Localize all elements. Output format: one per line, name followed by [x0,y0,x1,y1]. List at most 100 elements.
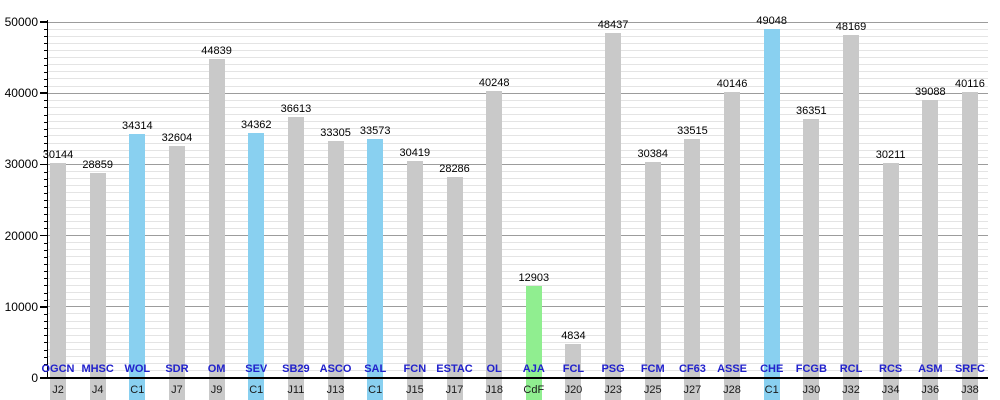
y-minor-gridline [48,85,988,87]
y-minor-gridline [48,71,988,73]
y-axis-tick-label: 50000 [4,15,38,29]
y-major-gridline [48,306,988,308]
team-code-label: SB29 [282,363,310,375]
y-axis-minor-tick [44,356,48,358]
match-code-label: J11 [287,384,305,396]
bar [50,163,66,400]
team-code-label: ASSE [717,363,748,375]
y-axis-major-tick [40,377,48,379]
bar [724,92,741,400]
y-minor-gridline [48,135,988,137]
bar [129,133,146,400]
y-minor-gridline [48,242,988,244]
bar [406,161,423,400]
match-code-label: J36 [921,384,940,396]
bar [803,119,820,400]
y-axis-major-tick [40,306,48,308]
y-minor-gridline [48,220,988,222]
team-code-label: SRFC [954,363,985,375]
y-axis-minor-tick [44,349,48,351]
team-code-label: WOL [124,363,151,375]
y-axis-tick-label: 40000 [4,86,38,101]
y-minor-gridline [48,78,988,80]
y-minor-gridline [48,121,988,123]
y-minor-gridline [48,370,988,372]
y-axis-minor-tick [44,50,48,52]
bar-value-label: 48169 [835,21,867,34]
bar [763,28,780,400]
y-axis-minor-tick [44,128,48,130]
bar [644,161,661,400]
bar [684,139,701,400]
y-minor-gridline [48,227,988,229]
bar [486,91,503,400]
bar-value-label: 30144 [42,149,74,162]
y-axis-minor-tick [44,256,48,258]
y-axis-minor-tick [44,107,48,109]
y-axis-minor-tick [44,100,48,102]
y-axis-minor-tick [44,192,48,194]
y-axis-minor-tick [44,121,48,123]
y-axis-minor-tick [44,278,48,280]
bar [287,117,304,400]
bar-value-label: 30211 [875,148,906,161]
team-code-label: FCGB [795,363,827,375]
y-axis-major-tick [40,21,48,23]
match-code-label: J34 [881,384,900,396]
y-axis-minor-tick [44,86,48,88]
y-axis-minor-tick [44,78,48,80]
team-code-label: AJA [522,363,545,375]
y-axis-minor-tick [44,321,48,323]
y-axis-major-tick [40,163,48,166]
bar-value-label: 33573 [359,124,391,137]
y-axis-major-tick [40,234,48,237]
y-minor-gridline [48,185,988,187]
y-axis-minor-tick [44,285,48,287]
y-minor-gridline [48,99,988,101]
y-axis-minor-tick [44,185,48,187]
y-axis-line [46,20,48,379]
y-axis-minor-tick [44,363,48,365]
y-minor-gridline [48,320,988,322]
team-code-label: CF63 [678,363,706,375]
team-code-label: OL [486,363,502,375]
bar-value-label: 34314 [122,119,153,132]
bar-value-label: 32604 [161,131,193,144]
y-minor-gridline [48,249,988,251]
y-minor-gridline [48,199,988,201]
y-minor-gridline [48,256,988,258]
y-minor-gridline [48,114,988,116]
bar [882,162,899,400]
y-axis-minor-tick [44,57,48,59]
match-code-label: C1 [764,384,779,396]
match-code-label: J4 [91,384,104,396]
team-code-label: SDR [165,363,189,375]
match-code-label: C1 [368,384,383,396]
bar-value-label: 36613 [280,103,312,116]
team-code-label: SAL [364,363,387,375]
y-axis-minor-tick [44,114,48,116]
bar-value-label: 39088 [915,85,946,98]
match-code-label: J2 [52,384,64,396]
y-minor-gridline [48,313,988,315]
y-major-gridline [48,235,988,237]
y-axis-minor-tick [44,342,48,344]
team-code-label: ASM [918,363,943,375]
y-axis-minor-tick [44,328,48,330]
match-code-label: J17 [445,384,464,396]
y-axis-minor-tick [44,249,48,251]
y-major-gridline [48,92,988,94]
match-code-label: J30 [802,384,821,396]
team-code-label: SEV [245,363,268,375]
bar-value-label: 36351 [796,105,827,118]
bar [446,176,463,400]
bar-value-label: 30384 [637,147,669,160]
y-minor-gridline [48,64,988,66]
y-minor-gridline [48,349,988,351]
y-axis-minor-tick [44,264,48,266]
y-axis-minor-tick [44,36,48,38]
bar [89,172,106,400]
bar [248,133,265,400]
y-axis-minor-tick [44,299,48,301]
bar-value-label: 33305 [320,126,351,139]
